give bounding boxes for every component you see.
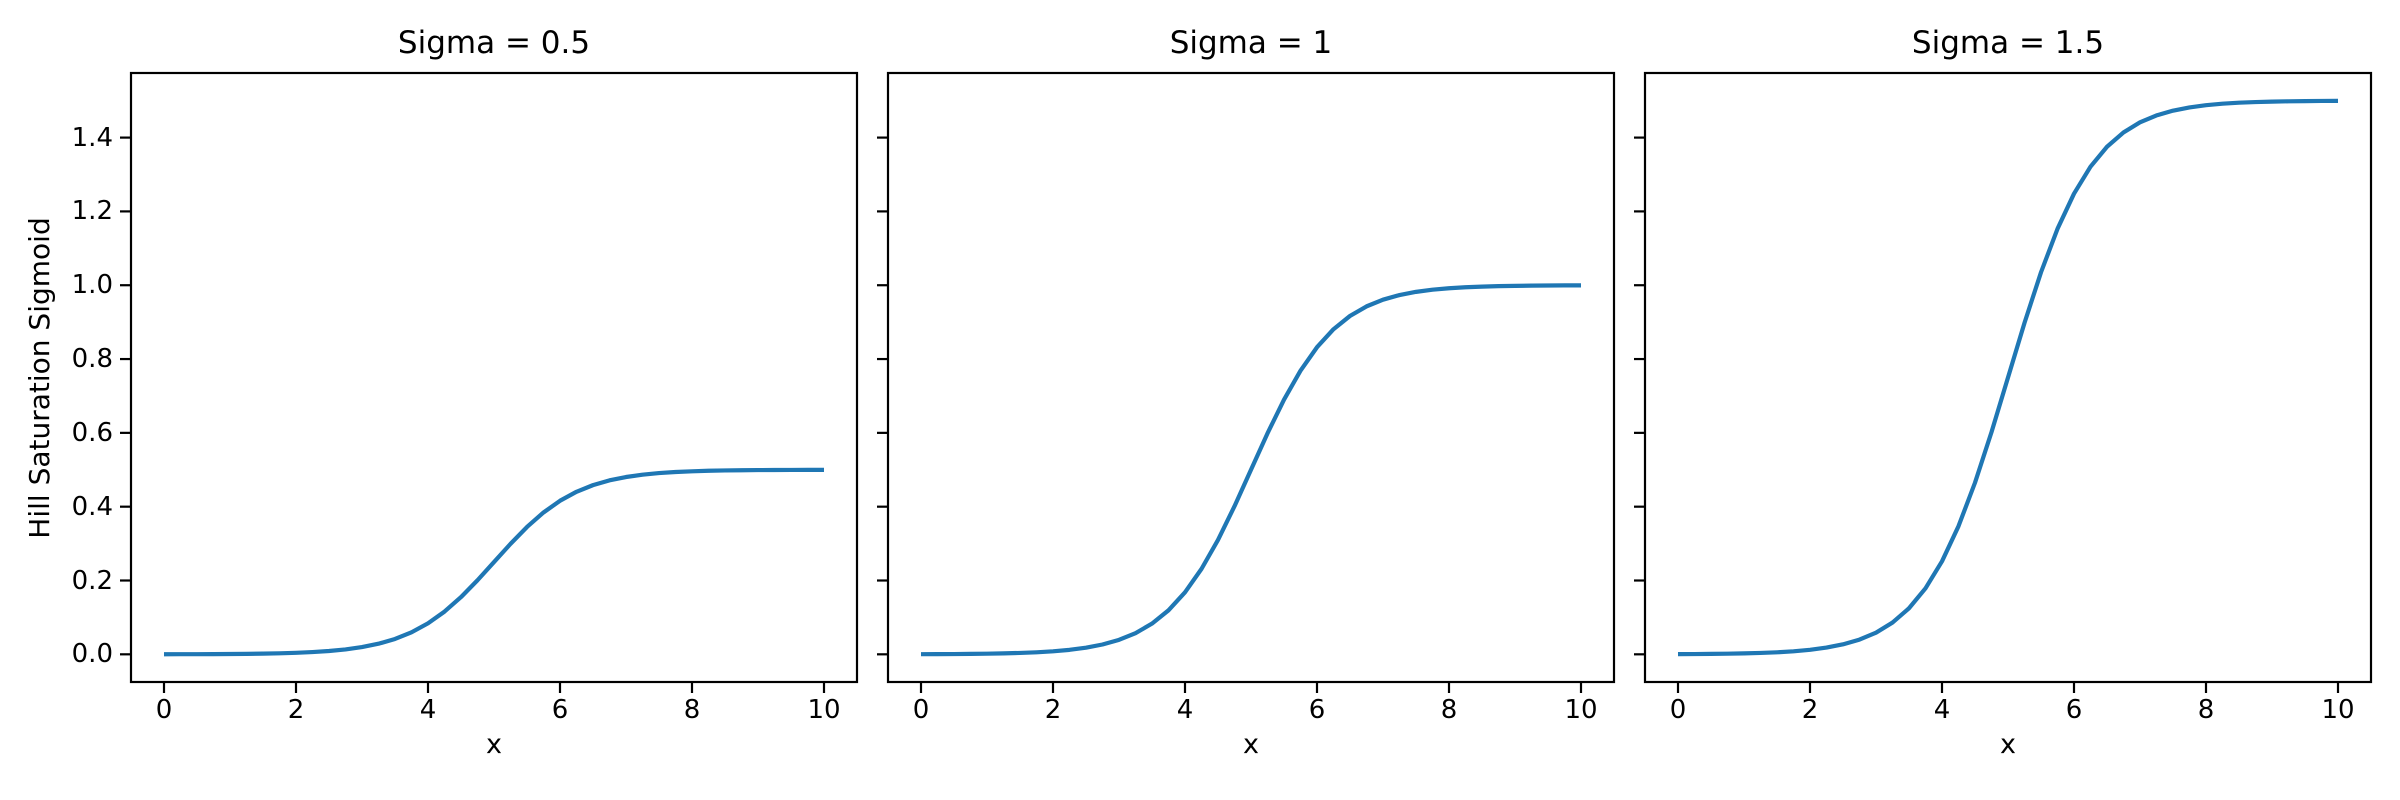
sigmoid-curve bbox=[920, 283, 1582, 657]
x-tick-label: 4 bbox=[1176, 695, 1194, 725]
panel-title-3: Sigma = 1.5 bbox=[1911, 25, 2105, 61]
y-tick-label: 1.0 bbox=[71, 270, 113, 301]
x-tick-label: 2 bbox=[287, 695, 305, 725]
x-tick-label: 6 bbox=[551, 695, 569, 725]
x-tick-label: 0 bbox=[912, 695, 930, 725]
y-axis-label: Hill Saturation Sigmoid bbox=[23, 217, 56, 539]
y-tick-label: 0.6 bbox=[71, 417, 113, 448]
axes-spines bbox=[1643, 71, 2373, 684]
x-tick-label: 4 bbox=[1933, 695, 1951, 725]
y-tick-label: 0.4 bbox=[71, 491, 113, 522]
y-tick-label: 1.4 bbox=[71, 122, 113, 153]
axes-spines bbox=[886, 71, 1616, 684]
y-tick-label: 0.2 bbox=[71, 565, 113, 596]
x-tick-label: 8 bbox=[683, 695, 701, 725]
x-tick-label: 4 bbox=[419, 695, 437, 725]
x-tick-label: 10 bbox=[1564, 695, 1598, 725]
sigmoid-curve bbox=[1677, 98, 2339, 657]
x-tick-label: 2 bbox=[1801, 695, 1819, 725]
panel-title-2: Sigma = 1 bbox=[1169, 25, 1333, 61]
x-tick-label: 6 bbox=[2065, 695, 2083, 725]
sigmoid-curve bbox=[163, 467, 824, 657]
panel-1 bbox=[120, 71, 859, 693]
x-axis-label-2: x bbox=[1243, 729, 1259, 760]
x-axis-label-3: x bbox=[2000, 729, 2016, 760]
x-tick-label: 0 bbox=[155, 695, 173, 725]
panel-title-1: Sigma = 0.5 bbox=[397, 25, 591, 61]
x-axis-label-1: x bbox=[486, 729, 502, 760]
panel-2 bbox=[877, 71, 1616, 693]
x-tick-label: 0 bbox=[1669, 695, 1687, 725]
x-tick-label: 8 bbox=[1440, 695, 1458, 725]
x-tick-label: 6 bbox=[1308, 695, 1326, 725]
axes-spines bbox=[129, 71, 859, 684]
x-tick-label: 8 bbox=[2197, 695, 2215, 725]
x-tick-label: 2 bbox=[1044, 695, 1062, 725]
y-tick-label: 1.2 bbox=[71, 196, 113, 227]
x-tick-label: 10 bbox=[807, 695, 841, 725]
x-tick-label: 10 bbox=[2321, 695, 2355, 725]
panel-3 bbox=[1634, 71, 2373, 693]
y-tick-label: 0.8 bbox=[71, 344, 113, 375]
y-tick-label: 0.0 bbox=[71, 639, 113, 670]
